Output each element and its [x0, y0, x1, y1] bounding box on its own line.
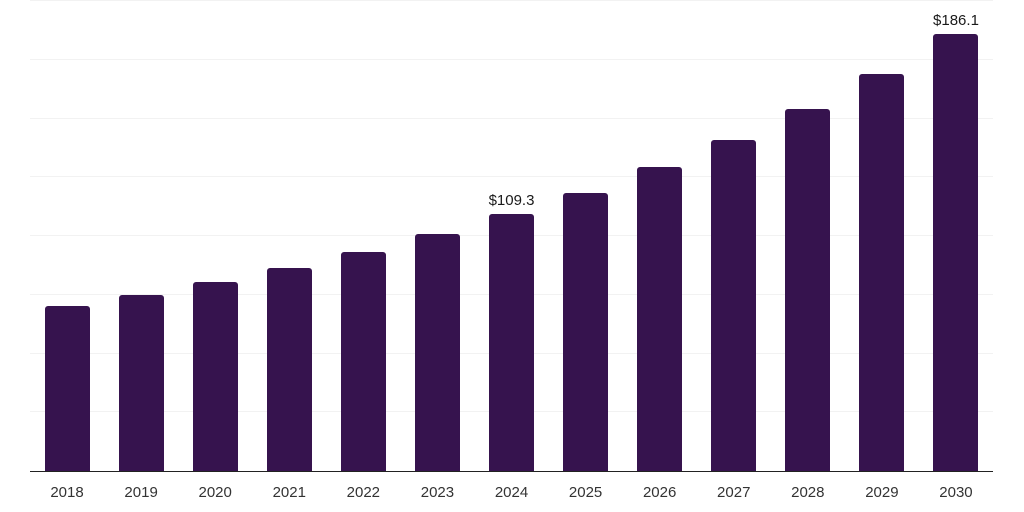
- bar-slot-2020: [178, 1, 252, 471]
- bar-2020: [192, 282, 238, 471]
- x-axis-labels: 2018 2019 2020 2021 2022 2023 2024 2025 2026 2027…: [30, 472, 993, 512]
- bar-slot-2029: [845, 1, 919, 471]
- x-tick-label-2021: 2021: [272, 483, 306, 501]
- x-tick-label-2019: 2019: [124, 483, 158, 501]
- bar-slot-2023: [400, 1, 474, 471]
- bar-2019: [118, 295, 164, 471]
- gridline-150: [30, 117, 993, 119]
- bar-2024: [489, 214, 534, 471]
- bar-2025: [563, 193, 609, 471]
- x-tick-label-2027: 2027: [717, 483, 751, 501]
- bars-container: $109.3 $186.1: [30, 1, 993, 471]
- bar-slot-2024: $109.3: [474, 1, 548, 471]
- gridline-200: [30, 0, 993, 1]
- x-tick-label-2026: 2026: [642, 483, 677, 501]
- bar-slot-2026: [623, 1, 697, 471]
- bar-2027: [711, 139, 757, 471]
- bar-slot-2027: [697, 1, 771, 471]
- bar-2029: [859, 73, 905, 471]
- bar-slot-2022: [326, 1, 400, 471]
- bar-slot-2021: [252, 1, 326, 471]
- bar-slot-2025: [549, 1, 623, 471]
- bar-2023: [414, 233, 460, 471]
- bar-2030: [933, 33, 979, 471]
- gridline-125: [30, 176, 993, 178]
- bar-slot-2018: [30, 1, 104, 471]
- bar-slot-2028: [771, 1, 845, 471]
- x-tick-label-2020: 2020: [198, 483, 232, 501]
- gridline-175: [30, 58, 993, 60]
- bar-2028: [785, 109, 831, 471]
- x-tick-label-2030: 2030: [939, 483, 973, 501]
- x-tick-label-2025: 2025: [568, 483, 603, 501]
- bar-2021: [266, 268, 312, 471]
- x-tick-label-2018: 2018: [50, 483, 84, 501]
- x-tick-label-2023: 2023: [420, 483, 455, 501]
- x-tick-label-2028: 2028: [791, 483, 825, 501]
- bar-slot-2019: [104, 1, 178, 471]
- bar-2018: [44, 306, 90, 471]
- bar-slot-2030: $186.1: [919, 1, 993, 471]
- plot-area: $109.3 $186.1: [30, 0, 993, 472]
- bar-2022: [340, 251, 386, 471]
- value-label-2024: $109.3: [488, 192, 535, 210]
- x-tick-label-2022: 2022: [346, 483, 381, 501]
- x-tick-label-2029: 2029: [865, 483, 899, 501]
- bar-2026: [637, 166, 683, 471]
- value-label-2030: $186.1: [933, 11, 979, 29]
- x-tick-label-2024: 2024: [494, 483, 529, 501]
